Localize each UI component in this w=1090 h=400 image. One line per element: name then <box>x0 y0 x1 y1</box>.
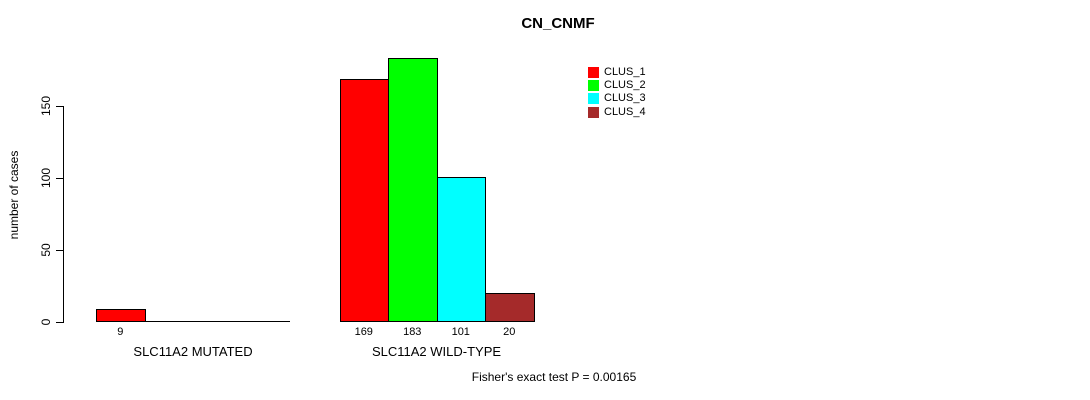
y-axis-tick <box>56 178 63 179</box>
y-axis-tick-label: 100 <box>39 167 53 189</box>
legend-label: CLUS_4 <box>604 105 646 118</box>
y-axis-tick <box>56 106 63 107</box>
category-label: SLC11A2 MUTATED <box>133 344 253 359</box>
bar-value-label: 169 <box>354 326 373 338</box>
bar-clus-2-group2 <box>388 58 438 322</box>
bar-value-label: 101 <box>451 326 470 338</box>
bar-value-label: 183 <box>403 326 422 338</box>
legend-item: CLUS_4 <box>588 106 646 119</box>
y-axis-tick <box>56 250 63 251</box>
legend-item: CLUS_3 <box>588 92 646 105</box>
legend-label: CLUS_3 <box>604 92 646 105</box>
y-axis-tick <box>56 322 63 323</box>
y-axis-tick-label: 150 <box>39 95 53 117</box>
fisher-test-annotation: Fisher's exact test P = 0.00165 <box>471 370 637 384</box>
legend-label: CLUS_1 <box>604 66 646 79</box>
legend-item: CLUS_1 <box>588 66 646 79</box>
y-axis-tick-label: 0 <box>39 318 53 326</box>
bar-clus-1-group2 <box>339 79 389 322</box>
bar-clus-4-group2 <box>485 293 535 322</box>
legend-item: CLUS_2 <box>588 79 646 92</box>
y-axis-label: number of cases <box>7 150 21 240</box>
legend-swatch <box>588 80 599 92</box>
legend-swatch <box>588 93 599 105</box>
legend-swatch <box>588 67 599 79</box>
chart-title: CN_CNMF <box>521 15 595 32</box>
bar-value-label: 9 <box>117 326 124 338</box>
bar-clus-1-group1 <box>96 309 146 322</box>
legend-label: CLUS_2 <box>604 79 646 92</box>
y-axis-tick-label: 50 <box>39 243 53 257</box>
bar-value-label: 20 <box>503 326 516 338</box>
category-label: SLC11A2 WILD-TYPE <box>371 344 502 359</box>
legend: CLUS_1 CLUS_2 CLUS_3 CLUS_4 <box>588 66 646 119</box>
group-baseline <box>96 321 290 322</box>
y-axis-line <box>63 106 64 323</box>
legend-swatch <box>588 106 599 118</box>
bar-clus-3-group2 <box>436 177 486 322</box>
